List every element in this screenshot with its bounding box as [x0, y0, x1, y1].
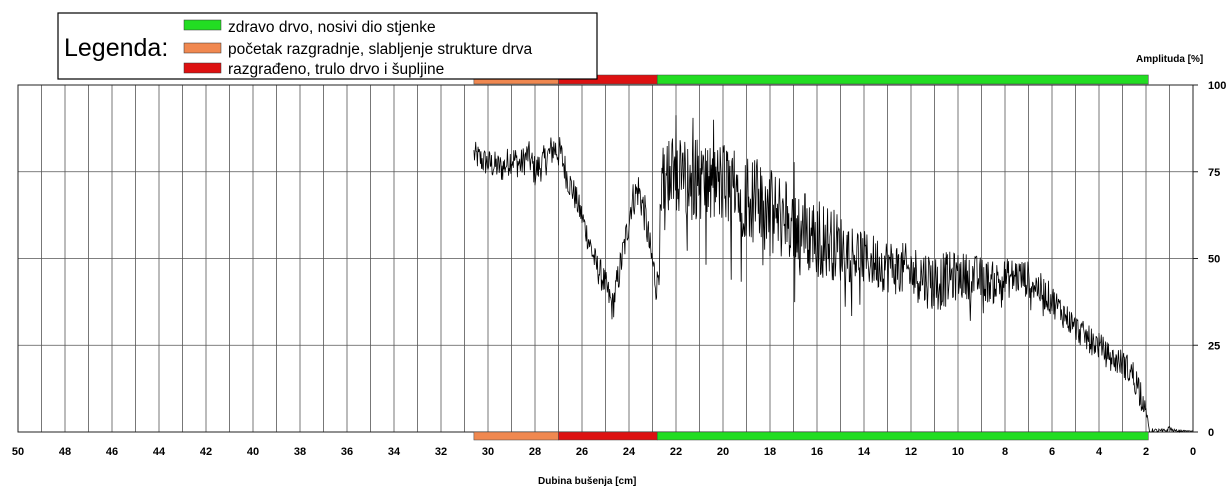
band-bottom — [473, 431, 559, 441]
band-top — [656, 74, 1149, 85]
x-tick-label: 46 — [106, 446, 118, 458]
y-tick-label: 50 — [1208, 254, 1220, 266]
x-tick-label: 10 — [952, 446, 964, 458]
legend-label-decay-start: početak razgradnje, slabljenje strukture… — [228, 41, 533, 58]
legend-label-rotten: razgrađeno, trulo drvo i šupljine — [228, 61, 444, 78]
legend-title: Legenda: — [64, 34, 168, 62]
x-tick-labels: 50 48 46 44 42 40 38 36 34 32 30 28 26 24 22 20 18 16 14 12… — [12, 446, 1196, 458]
x-tick-label: 40 — [247, 446, 259, 458]
x-tick-label: 34 — [388, 446, 401, 458]
series-line — [473, 115, 1194, 434]
legend-swatch-healthy — [183, 19, 222, 31]
y-axis-title: Amplituda [%] — [1136, 54, 1203, 65]
x-axis-title: Dubina bušenja [cm] — [538, 476, 636, 486]
x-tick-label: 26 — [576, 446, 588, 458]
x-tick-label: 22 — [670, 446, 682, 458]
x-tick-label: 50 — [12, 446, 24, 458]
x-tick-label: 44 — [153, 446, 166, 458]
y-tick-label: 100 — [1208, 80, 1226, 92]
y-tick-label: 25 — [1208, 340, 1220, 352]
x-tick-label: 2 — [1143, 446, 1149, 458]
x-tick-label: 48 — [59, 446, 71, 458]
x-tick-label: 32 — [435, 446, 447, 458]
band-bottom — [656, 431, 1149, 441]
x-tick-label: 42 — [200, 446, 212, 458]
y-tick-labels: 0 25 50 75 100 — [1193, 80, 1226, 439]
x-tick-label: 18 — [764, 446, 776, 458]
x-tick-label: 36 — [341, 446, 353, 458]
legend-swatch-decay-start — [183, 42, 222, 54]
band-bottom — [558, 431, 658, 441]
x-tick-label: 12 — [905, 446, 917, 458]
x-tick-label: 0 — [1190, 446, 1196, 458]
legend-box: Legenda: zdravo drvo, nosivi dio stjenke… — [57, 12, 598, 80]
x-tick-label: 14 — [858, 446, 871, 458]
y-tick-label: 75 — [1208, 167, 1220, 179]
legend-label-healthy: zdravo drvo, nosivi dio stjenke — [228, 19, 436, 36]
x-tick-label: 24 — [623, 446, 636, 458]
grid — [17, 84, 1194, 433]
x-tick-label: 16 — [811, 446, 823, 458]
legend-swatch-rotten — [183, 62, 222, 74]
x-tick-label: 20 — [717, 446, 729, 458]
legend-frame — [57, 12, 598, 80]
quality-bands — [473, 74, 1149, 441]
x-tick-label: 38 — [294, 446, 306, 458]
x-tick-label: 30 — [482, 446, 494, 458]
y-tick-label: 0 — [1208, 427, 1214, 439]
x-tick-label: 6 — [1049, 446, 1055, 458]
amplitude-line — [473, 115, 1194, 434]
x-tick-label: 28 — [529, 446, 541, 458]
x-tick-label: 4 — [1096, 446, 1103, 458]
x-tick-label: 8 — [1002, 446, 1008, 458]
